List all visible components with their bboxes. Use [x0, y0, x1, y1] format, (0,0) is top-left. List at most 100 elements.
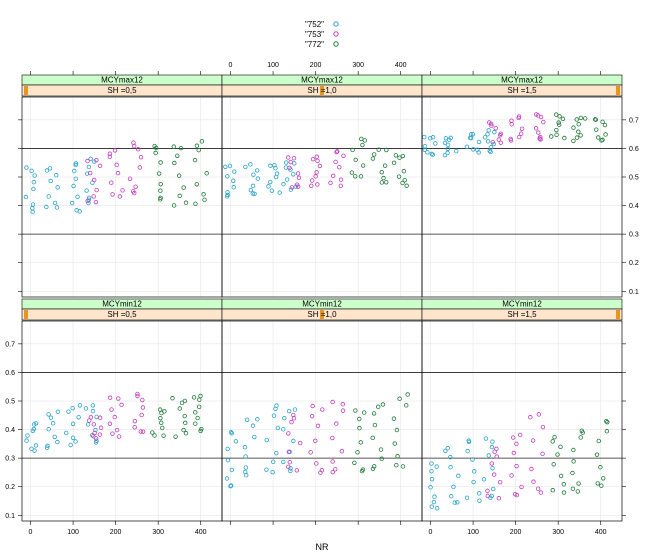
- data-point: [54, 173, 59, 178]
- data-point: [286, 431, 291, 436]
- data-point: [271, 413, 277, 418]
- data-point: [596, 438, 601, 444]
- data-point: [482, 135, 488, 140]
- data-point: [85, 158, 90, 164]
- data-point: [485, 132, 490, 137]
- data-point: [531, 479, 536, 484]
- data-point: [227, 163, 233, 169]
- data-point: [93, 199, 99, 205]
- data-point: [66, 409, 71, 414]
- legend-marker: [333, 31, 339, 37]
- data-point: [296, 175, 302, 181]
- data-point: [46, 412, 51, 417]
- data-point: [371, 464, 377, 469]
- data-point: [251, 172, 256, 177]
- data-point: [592, 117, 598, 122]
- data-point: [404, 183, 409, 188]
- data-point: [250, 423, 256, 428]
- strip-sh-marker: [24, 86, 28, 95]
- data-point: [130, 189, 136, 194]
- data-point: [428, 485, 433, 490]
- data-point: [330, 435, 335, 441]
- data-point: [391, 416, 397, 421]
- data-point: [429, 151, 434, 157]
- data-point: [429, 476, 435, 482]
- data-point: [538, 137, 543, 142]
- data-point: [422, 143, 428, 149]
- data-point: [24, 165, 29, 170]
- data-point: [535, 486, 541, 491]
- data-point: [357, 425, 362, 431]
- data-point: [140, 397, 145, 403]
- data-point: [491, 486, 496, 492]
- data-point: [287, 459, 292, 465]
- strip-variable-label: MCYmax12: [501, 76, 543, 85]
- data-point: [70, 435, 76, 441]
- data-point: [248, 187, 254, 193]
- x-tick-label-top: 400: [395, 62, 407, 69]
- data-point: [349, 170, 355, 175]
- data-point: [434, 464, 439, 469]
- data-point: [110, 192, 115, 197]
- data-point: [84, 188, 89, 193]
- data-point: [30, 202, 36, 207]
- data-point: [231, 178, 236, 183]
- data-point: [391, 160, 397, 166]
- data-point: [561, 482, 567, 487]
- data-point: [449, 494, 454, 499]
- data-point: [475, 147, 480, 152]
- data-point: [117, 194, 123, 199]
- data-point: [294, 468, 300, 473]
- data-point: [574, 135, 580, 140]
- data-point: [533, 126, 539, 131]
- data-point: [320, 407, 325, 412]
- data-point: [291, 172, 296, 177]
- data-point: [582, 116, 588, 121]
- data-point: [135, 393, 140, 399]
- data-point: [451, 484, 456, 490]
- data-point: [528, 415, 533, 420]
- data-point: [162, 409, 167, 414]
- data-point: [578, 115, 584, 121]
- data-point: [289, 185, 295, 190]
- data-point: [48, 415, 54, 420]
- data-point: [182, 413, 187, 419]
- data-point: [378, 447, 384, 452]
- data-point: [519, 484, 524, 490]
- data-point: [313, 174, 318, 179]
- data-point: [244, 417, 250, 422]
- data-point: [571, 138, 576, 144]
- data-point: [454, 148, 459, 154]
- data-point: [204, 171, 209, 176]
- data-point: [44, 168, 50, 173]
- data-point: [127, 176, 133, 181]
- data-point: [339, 449, 345, 454]
- data-point: [489, 444, 495, 450]
- data-point: [350, 147, 355, 153]
- x-axis-title: NR: [316, 542, 329, 552]
- data-point: [477, 491, 482, 496]
- data-point: [576, 129, 581, 134]
- panel-border: [421, 96, 623, 298]
- data-point: [150, 430, 155, 435]
- data-point: [596, 135, 601, 140]
- data-point: [94, 414, 99, 420]
- data-point: [540, 424, 546, 430]
- data-point: [578, 133, 583, 138]
- panel-border: [21, 320, 223, 522]
- data-point: [509, 473, 514, 478]
- panel-border: [421, 320, 623, 522]
- data-point: [291, 156, 297, 161]
- data-point: [288, 159, 293, 165]
- data-point: [443, 136, 449, 141]
- data-point: [52, 434, 57, 440]
- data-point: [158, 195, 163, 201]
- data-point: [490, 439, 495, 444]
- data-point: [352, 460, 357, 465]
- data-point: [138, 429, 144, 434]
- data-point: [272, 163, 277, 168]
- data-point: [74, 208, 79, 213]
- data-point: [97, 415, 103, 420]
- data-point: [44, 445, 50, 450]
- data-point: [485, 488, 490, 494]
